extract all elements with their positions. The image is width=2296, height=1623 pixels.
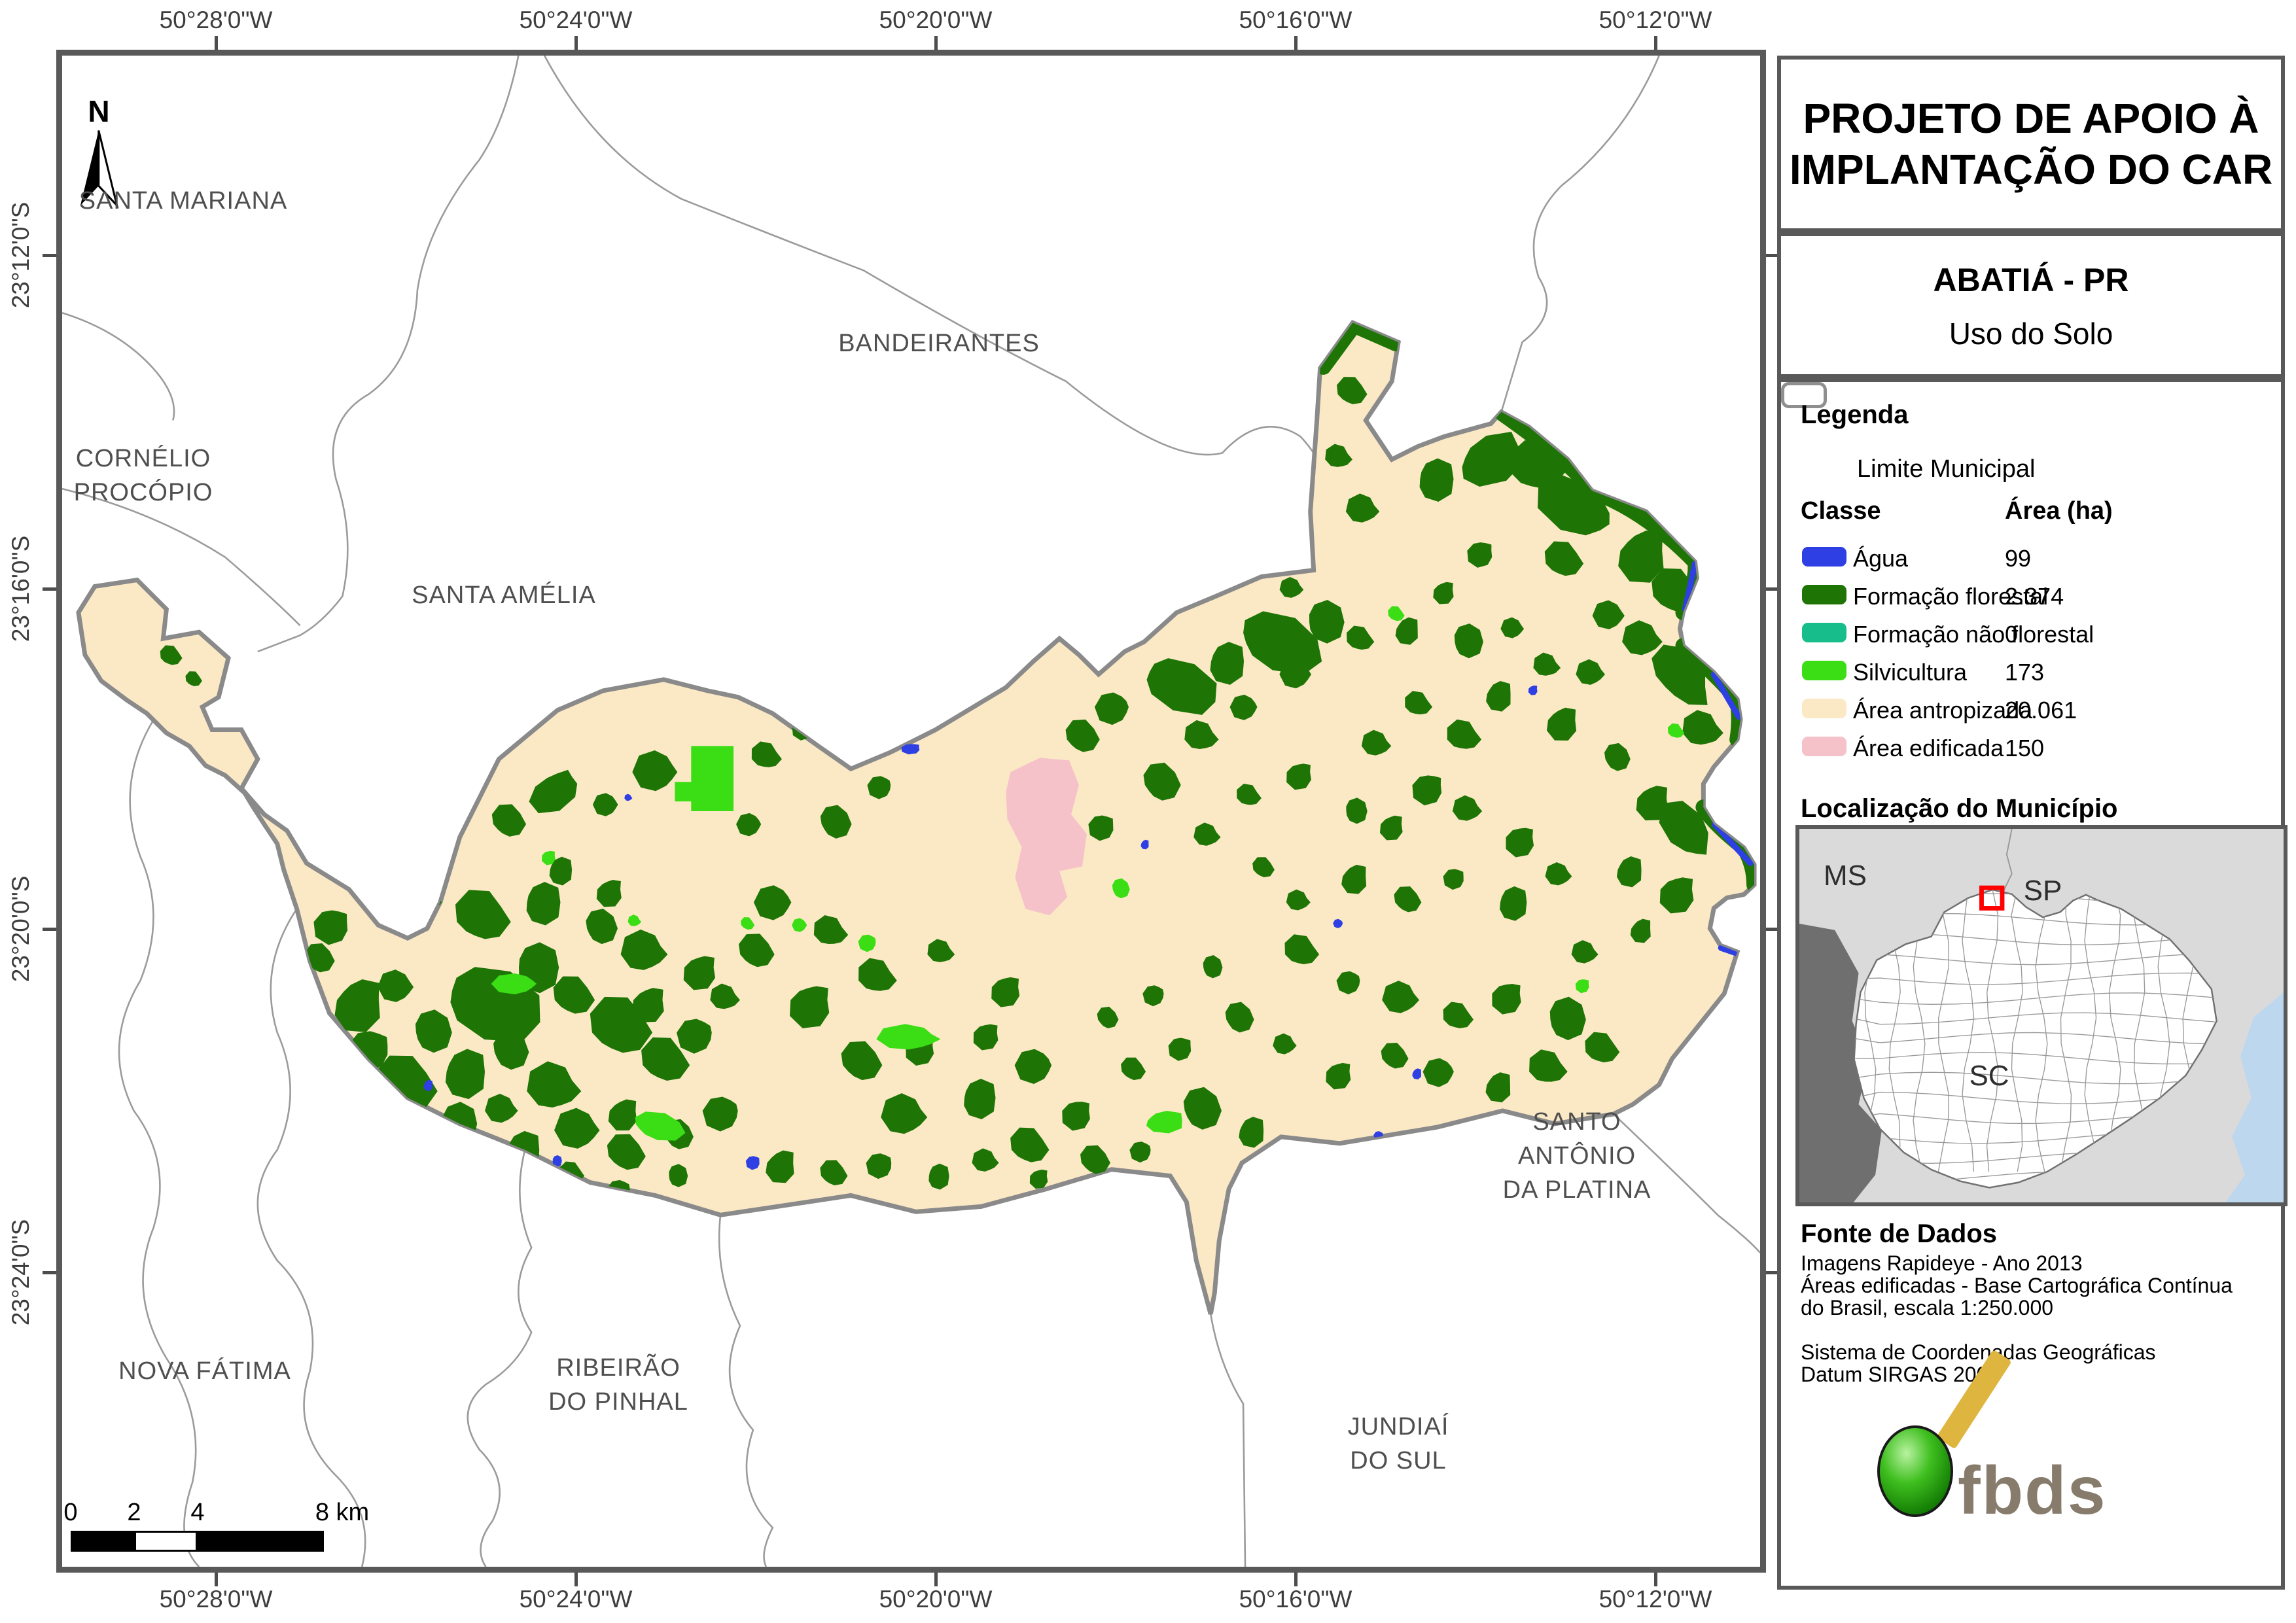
legend-class-area: 0 [2005,621,2019,648]
legend-class-swatch [1802,585,1846,604]
state-label: MS [1824,860,1867,892]
graticule-tick [43,587,56,591]
latitude-label: 23°16'0"S [7,535,34,642]
longitude-label: 50°28'0"W [159,7,273,33]
legend-class-label: Área antropizada [1853,697,2033,724]
state-label: SP [2023,875,2062,907]
logo-sphere [1877,1425,1953,1517]
land-use-map [62,56,1760,1567]
graticule-tick [43,928,56,931]
longitude-label: 50°16'0"W [1239,7,1352,33]
municipal-limit-swatch [1781,382,1827,408]
column-header-classe: Classe [1801,497,1881,525]
logo-bar [1937,1350,2011,1448]
graticule-tick [1654,1573,1657,1586]
column-header-area: Área (ha) [2005,497,2113,525]
neighbor-boundaries [62,56,1760,1567]
legend-heading: Legenda [1801,400,1909,429]
parana-inset [1799,828,2284,1202]
legend-class-swatch [1802,699,1846,718]
neighbor-label: BANDEIRANTES [838,330,1040,357]
ocean [2225,992,2284,1202]
legend-class-area: 2.374 [2005,583,2064,610]
graticule-tick [1294,1573,1298,1586]
graticule-tick [43,254,56,257]
longitude-label: 50°24'0"W [519,7,633,33]
longitude-label: 50°20'0"W [879,7,993,33]
latitude-label: 23°12'0"S [7,201,34,309]
scale-bar-segment [198,1531,324,1552]
graticule-tick [934,36,938,50]
scale-bar-label: 4 [190,1499,205,1526]
graticule-tick [1654,36,1657,50]
graticule-tick [1294,36,1298,50]
legend-class-area: 99 [2005,545,2032,572]
neighbor-label: NOVA FÁTIMA [118,1357,291,1385]
legend-box: Legenda Limite Municipal Classe Área (ha… [1777,378,2287,1590]
municipal-limit-label: Limite Municipal [1857,455,2036,483]
legend-class-swatch [1802,547,1846,567]
scale-bar-label: 2 [127,1499,141,1526]
legend-class-area: 150 [2005,735,2045,761]
scale-bar-segment [71,1531,134,1552]
state-locator-map: MS SP SC [1795,825,2287,1206]
graticule-tick [43,1271,56,1274]
legend-class-swatch [1802,737,1846,756]
graticule-tick [1766,928,1780,931]
neighbor-label: RIBEIRÃO DO PINHAL [548,1354,688,1416]
page-title: PROJETO DE APOIO À IMPLANTAÇÃO DO CAR [1789,95,2273,193]
scale-bar-label: 8 km [315,1499,370,1526]
longitude-label: 50°16'0"W [1239,1586,1352,1613]
graticule-tick [574,1573,578,1586]
municipality-marker [1979,885,2005,911]
neighbor-label: SANTA MARIANA [79,187,288,215]
neighbor-label: SANTA AMÉLIA [412,582,596,609]
scale-bar-segment [134,1531,198,1552]
latitude-label: 23°20'0"S [7,875,34,983]
legend-class-area: 173 [2005,659,2045,686]
legend-class-swatch [1802,661,1846,680]
graticule-tick [934,1573,938,1586]
legend-class-label: Área edificada [1853,735,2004,761]
municipality-name: ABATIÁ - PR [1933,262,2129,298]
graticule-tick [1766,1271,1780,1274]
legend-class-label: Silvicultura [1853,659,1968,686]
state-label: SC [1969,1060,2009,1092]
subtitle-box: ABATIÁ - PR Uso do Solo [1777,232,2285,378]
graticule-tick [1766,587,1780,591]
fbds-logo: fbds [1877,1350,2107,1529]
map-theme: Uso do Solo [1949,317,2113,351]
graticule-tick [215,36,218,50]
water-patches [423,561,1754,1170]
graticule-tick [215,1573,218,1586]
neighbor-label: CORNÉLIO PROCÓPIO [73,445,213,506]
map-frame: N SANTA MARIANA BANDEIRANTES CORNÉLIO PROC… [56,50,1766,1573]
north-arrow-label: N [88,94,110,128]
scale-bar-label: 0 [63,1499,78,1526]
legend-class-label: Água [1853,545,1909,572]
graticule-tick [574,36,578,50]
longitude-label: 50°28'0"W [159,1586,273,1613]
title-box: PROJETO DE APOIO À IMPLANTAÇÃO DO CAR [1777,56,2285,232]
legend-class-swatch [1802,623,1846,642]
legend-class-label: Formação não florestal [1853,621,2094,648]
north-arrow-icon [80,130,119,209]
longitude-label: 50°20'0"W [879,1586,993,1613]
neighbor-label: JUNDIAÍ DO SUL [1347,1413,1449,1475]
longitude-label: 50°12'0"W [1598,7,1712,33]
longitude-label: 50°12'0"W [1598,1586,1712,1613]
latitude-label: 23°24'0"S [7,1219,34,1326]
graticule-tick [1766,254,1780,257]
source-text: Imagens Rapideye - Ano 2013 Áreas edific… [1801,1251,2233,1386]
source-heading: Fonte de Dados [1801,1219,1998,1248]
inset-heading: Localização do Município [1801,794,2118,823]
logo-text: fbds [1958,1453,2107,1529]
legend-class-area: 20.061 [2005,697,2077,724]
foreign-territory [1799,923,1882,1202]
longitude-label: 50°24'0"W [519,1586,633,1613]
neighbor-label: SANTO ANTÔNIO DA PLATINA [1502,1108,1651,1204]
legend-class-label: Formação florestal [1853,583,2049,610]
urban-area-patch [1006,758,1087,916]
